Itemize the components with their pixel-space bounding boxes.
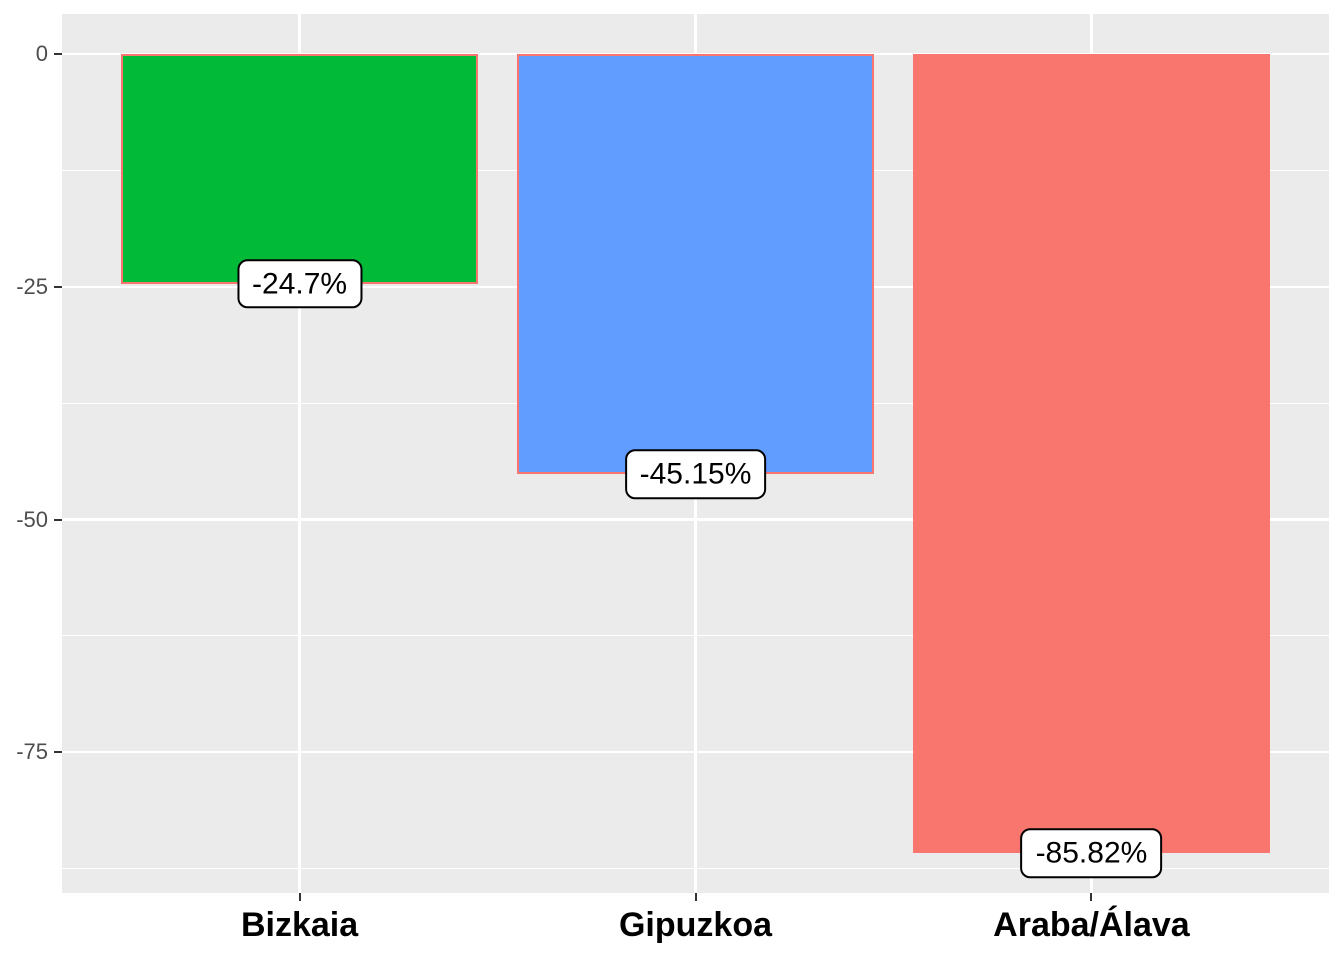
y-axis-tick [54, 751, 62, 754]
bar-value-label: -24.7% [237, 259, 363, 309]
bar-arabalava [913, 53, 1270, 854]
x-tick-label: Bizkaia [240, 906, 359, 944]
x-axis-tick [694, 893, 697, 901]
x-tick-label: Gipuzkoa [618, 906, 773, 944]
bar-gipuzkoa [517, 53, 874, 475]
y-tick-label: -25 [16, 273, 48, 299]
bar-value-label: -85.82% [1020, 828, 1163, 878]
x-axis-tick [298, 893, 301, 901]
y-tick-label: 0 [35, 40, 48, 66]
chart-panel: -24.7% -45.15% -85.82% [62, 14, 1329, 893]
x-axis-tick [1090, 893, 1093, 901]
y-tick-label: -50 [16, 506, 48, 532]
bar-value-label: -45.15% [624, 449, 767, 500]
y-axis-tick [54, 518, 62, 521]
bar-bizkaia [121, 53, 478, 284]
x-tick-label: Araba/Álava [993, 906, 1190, 944]
y-tick-label: -75 [16, 739, 48, 765]
y-axis-tick [54, 285, 62, 288]
y-axis-tick [54, 52, 62, 55]
gridline-major-vertical [298, 14, 301, 893]
